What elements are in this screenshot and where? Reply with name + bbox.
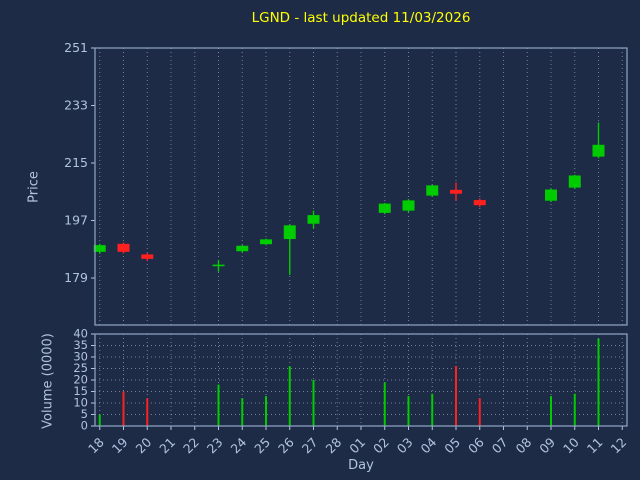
x-tick-label: 28	[323, 434, 345, 456]
price-tick-label: 197	[64, 213, 88, 228]
x-tick-label: 24	[228, 434, 250, 456]
x-tick-label: 04	[418, 434, 440, 456]
volume-bar	[407, 396, 410, 426]
candle-body	[568, 175, 581, 188]
volume-bar	[478, 398, 481, 426]
volume-bar	[312, 380, 315, 426]
volume-bar	[122, 391, 125, 426]
volume-tick-label: 35	[73, 338, 88, 352]
candle-body	[93, 245, 106, 252]
volume-bar	[288, 366, 291, 426]
volume-panel-frame	[94, 333, 628, 427]
candle-body	[260, 239, 272, 245]
candle-body	[426, 185, 439, 196]
volume-tick-label: 30	[73, 350, 88, 364]
candle-body	[141, 254, 154, 259]
x-tick-label: 23	[204, 435, 226, 457]
volume-tick-label: 10	[73, 396, 88, 410]
volume-bar	[383, 382, 386, 426]
candle-body	[592, 144, 605, 157]
volume-bar	[98, 414, 101, 426]
candle-body	[212, 264, 225, 267]
volume-tick-label: 25	[73, 361, 88, 375]
x-tick-label: 26	[275, 434, 297, 456]
volume-tick-label: 15	[73, 384, 88, 398]
x-tick-label: 11	[584, 435, 606, 457]
x-tick-label: 27	[299, 435, 321, 457]
x-tick-label: 10	[560, 434, 582, 456]
candle-body	[283, 225, 296, 240]
x-axis-label: Day	[348, 458, 374, 473]
price-tick-label: 251	[64, 40, 88, 55]
volume-bar	[146, 398, 149, 426]
volume-bar	[573, 393, 576, 426]
x-tick-label: 18	[85, 434, 107, 456]
x-tick-label: 12	[608, 435, 630, 457]
candle-body	[117, 243, 130, 252]
volume-bar	[241, 398, 244, 426]
candle-body	[307, 215, 320, 224]
volume-tick-label: 40	[73, 327, 88, 341]
x-tick-label: 01	[346, 435, 368, 457]
price-tick-label: 179	[64, 270, 88, 285]
x-tick-label: 25	[251, 435, 273, 457]
candle-body	[545, 189, 557, 201]
price-tick-label: 215	[64, 155, 88, 170]
candle-body	[473, 200, 486, 206]
x-tick-label: 09	[536, 434, 558, 456]
candle-body	[402, 200, 415, 211]
x-tick-label: 22	[180, 435, 202, 457]
x-tick-label: 03	[394, 435, 416, 457]
candle-body	[378, 203, 391, 213]
x-tick-label: 21	[156, 435, 178, 457]
volume-tick-label: 0	[81, 419, 88, 433]
x-tick-label: 19	[109, 434, 131, 456]
candle-body	[236, 245, 249, 252]
volume-bar	[455, 366, 457, 426]
price-tick-label: 233	[64, 98, 88, 113]
chart-title: LGND - last updated 11/03/2026	[251, 10, 471, 26]
volume-bar	[550, 396, 552, 426]
x-tick-label: 05	[441, 435, 463, 457]
volume-bar	[265, 396, 267, 426]
candle-body	[450, 189, 462, 194]
x-tick-label: 07	[489, 435, 511, 457]
x-tick-label: 20	[133, 434, 155, 456]
volume-bar	[217, 384, 220, 426]
price-panel-frame	[94, 47, 628, 326]
x-tick-label: 08	[513, 434, 535, 456]
x-tick-label: 02	[370, 435, 392, 457]
volume-tick-label: 20	[73, 373, 88, 387]
volume-tick-label: 5	[81, 407, 88, 421]
x-tick-label: 06	[465, 434, 487, 456]
volume-bar	[597, 338, 600, 426]
volume-bar	[431, 393, 434, 426]
